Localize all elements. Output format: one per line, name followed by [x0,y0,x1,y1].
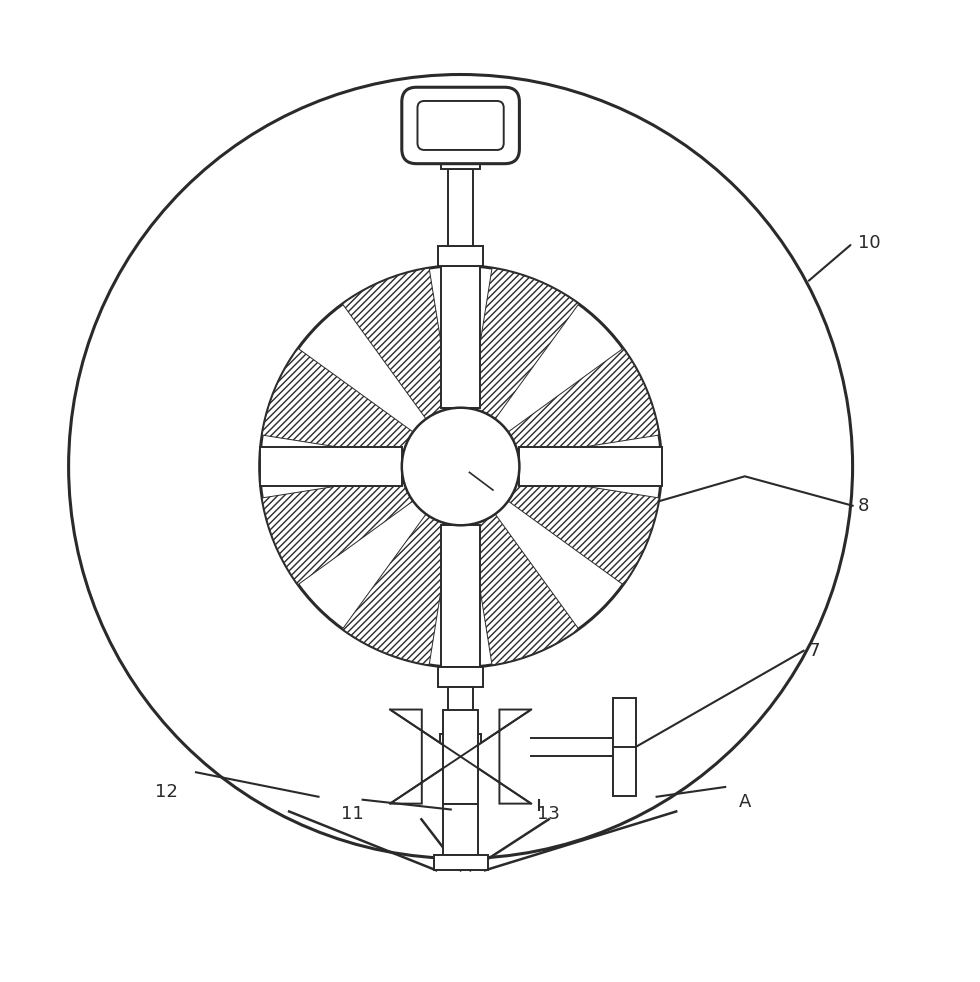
Wedge shape [469,514,578,665]
Polygon shape [519,447,662,486]
FancyBboxPatch shape [402,87,519,164]
Bar [438,246,483,265]
Bar [448,169,472,246]
Bar [433,854,487,870]
Wedge shape [263,475,413,584]
Text: 7: 7 [808,642,820,660]
Bar [441,149,480,169]
Bar [440,734,481,751]
FancyBboxPatch shape [417,101,504,150]
Wedge shape [469,268,578,419]
Text: 13: 13 [537,805,561,823]
Polygon shape [441,525,480,668]
Polygon shape [390,710,461,803]
Circle shape [402,408,519,525]
Polygon shape [461,710,531,803]
Wedge shape [263,349,413,458]
Wedge shape [343,268,452,419]
Text: 11: 11 [341,805,365,823]
Bar [443,803,478,854]
Polygon shape [441,265,480,408]
Bar [612,698,636,795]
Text: 10: 10 [858,235,880,252]
Polygon shape [260,447,402,486]
Wedge shape [509,349,659,458]
Circle shape [260,265,662,668]
Text: A: A [739,792,751,811]
Wedge shape [343,514,452,665]
Text: 12: 12 [155,783,178,801]
Text: 8: 8 [858,497,869,515]
Bar [438,668,483,687]
Bar [443,710,478,803]
Wedge shape [509,475,659,584]
Bar [448,687,472,734]
